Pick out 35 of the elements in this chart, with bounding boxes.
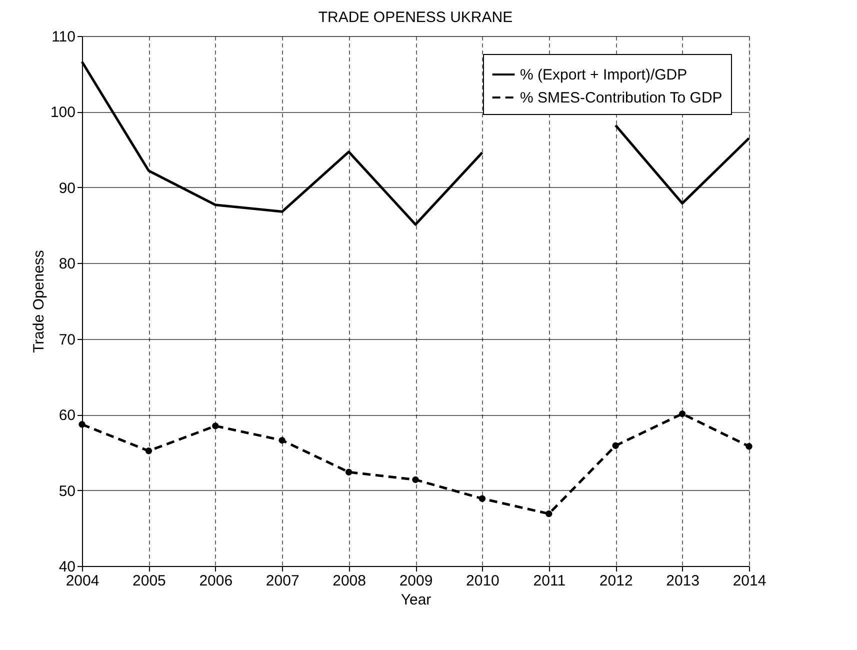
x-tick-label: 2014 [732,572,766,590]
y-tick-label: 80 [58,256,76,273]
y-tick-label: 50 [58,482,76,500]
x-tick-label: 2013 [666,572,700,590]
x-tick-label: 2008 [332,572,366,590]
point [345,468,352,476]
y-tick-label: 110 [52,28,76,46]
point [278,436,286,444]
chart-title: TRADE OPENESS UKRANE [318,9,513,26]
x-tick-label: 2011 [533,572,566,590]
y-tick-label: 70 [58,331,76,348]
point [678,410,686,418]
point [412,476,419,484]
x-tick-label: 2010 [466,572,500,590]
x-tick-label: 2009 [399,572,433,590]
legend-label: % (Export + Import)/GDP [520,66,688,84]
point [145,448,152,454]
point [78,421,86,428]
x-axis-title: Year [400,592,432,608]
x-tick-label: 2006 [199,572,233,590]
x-tick-label: 2007 [266,572,300,590]
point [612,442,619,449]
y-tick-label: 100 [50,104,76,122]
y-tick-label: 60 [58,407,76,424]
y-tick-label: 90 [58,180,76,197]
x-tick-label: 2005 [132,572,166,590]
point [478,495,486,502]
legend-label: % SMES-Contribution To GDP [520,90,722,106]
x-tick-label: 2004 [66,572,100,590]
y-axis-title: Trade Openess [30,250,48,353]
point [546,510,552,518]
point [212,422,219,430]
point [746,443,752,450]
y-tick-label: 40 [58,558,76,576]
x-tick-label: 2012 [599,572,633,590]
